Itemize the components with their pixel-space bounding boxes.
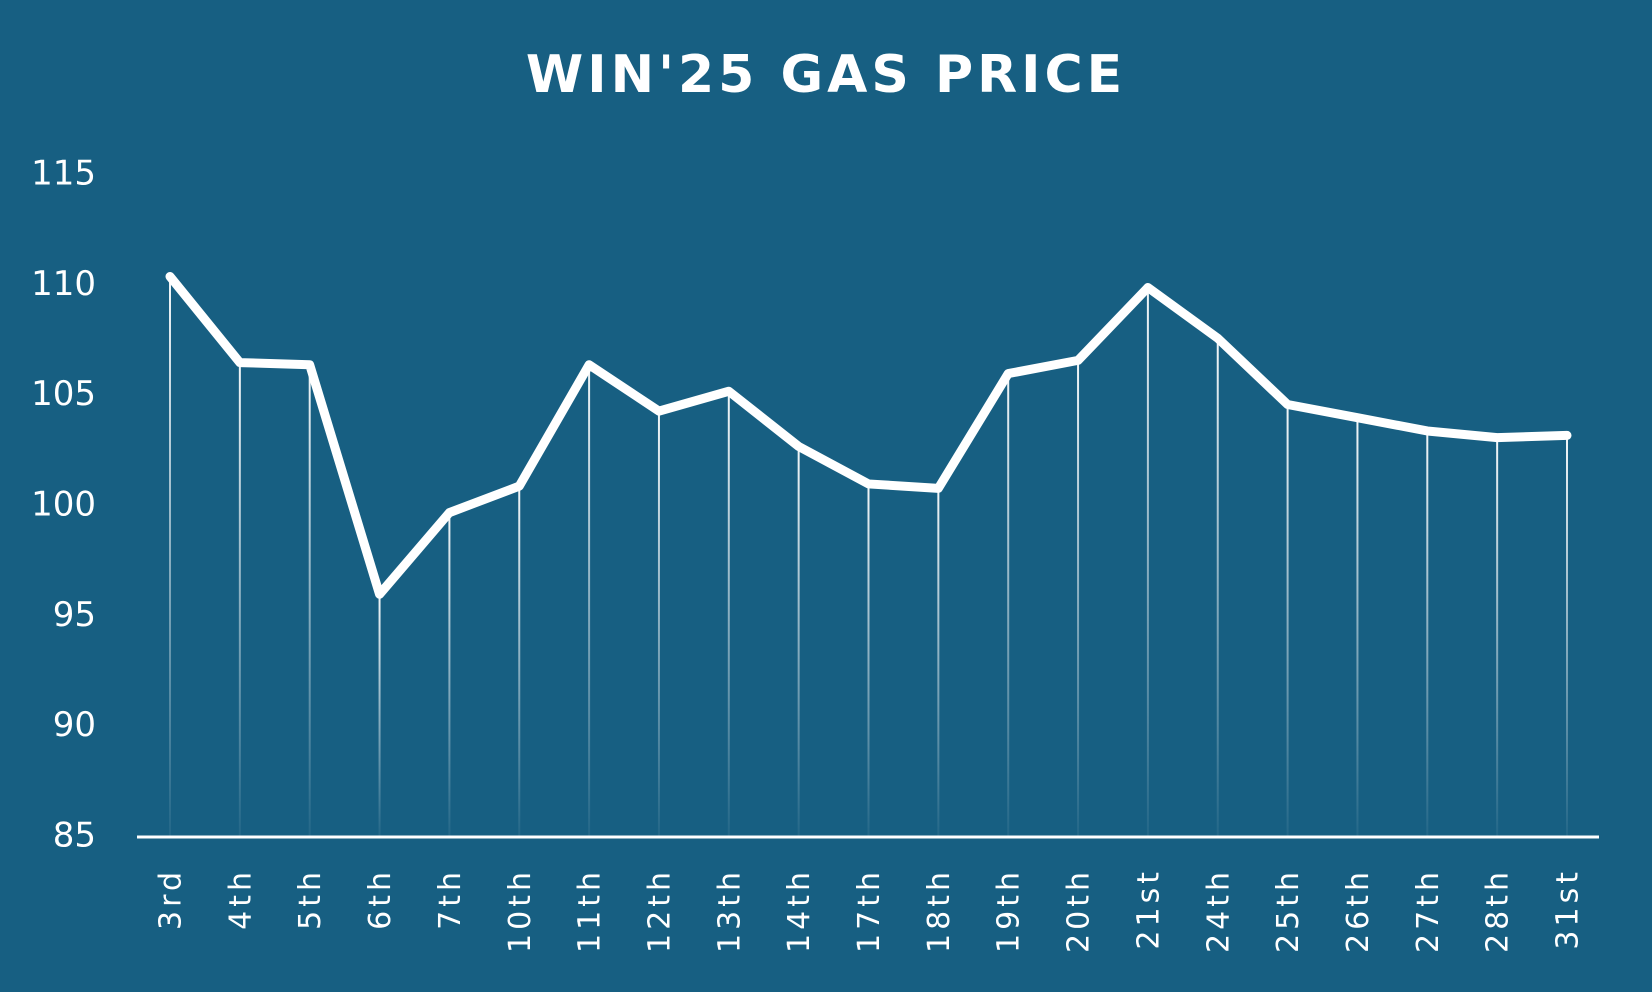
y-tick-label: 90 (53, 705, 96, 745)
y-tick-label: 95 (53, 595, 96, 635)
y-tick-label: 100 (31, 485, 96, 525)
x-tick-label: 14th (782, 868, 817, 953)
y-tick-label: 110 (31, 264, 96, 304)
x-tick-label: 24th (1201, 868, 1236, 953)
y-tick-label: 85 (53, 816, 96, 856)
price-line (165, 272, 1572, 599)
x-tick-label: 10th (503, 868, 538, 953)
x-tick-label: 21st (1131, 868, 1166, 950)
y-tick-label: 105 (31, 374, 96, 414)
x-tick-label: 18th (922, 868, 957, 953)
x-tick-label: 6th (363, 868, 398, 930)
x-tick-label: 27th (1411, 868, 1446, 953)
x-tick-label: 17th (852, 868, 887, 953)
y-tick-label: 115 (31, 154, 96, 194)
x-tick-label: 13th (712, 868, 747, 953)
x-tick-label: 5th (293, 868, 328, 930)
x-tick-label: 11th (573, 868, 608, 953)
x-tick-label: 19th (992, 868, 1027, 953)
chart-title: WIN'25 GAS PRICE (526, 45, 1126, 105)
x-tick-label: 25th (1271, 868, 1306, 953)
x-tick-label: 31st (1551, 868, 1586, 950)
x-tick-label: 7th (433, 868, 468, 930)
x-tick-label: 26th (1341, 868, 1376, 953)
x-tick-label: 12th (642, 868, 677, 953)
x-tick-label: 4th (223, 868, 258, 930)
x-tick-label: 3rd (154, 868, 189, 930)
x-tick-label: 28th (1481, 868, 1516, 953)
x-tick-label: 20th (1062, 868, 1097, 953)
